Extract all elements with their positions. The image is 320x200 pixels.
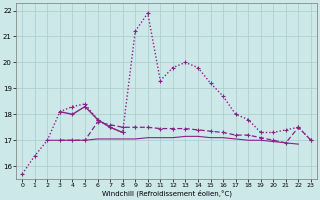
X-axis label: Windchill (Refroidissement éolien,°C): Windchill (Refroidissement éolien,°C) [101,190,232,197]
